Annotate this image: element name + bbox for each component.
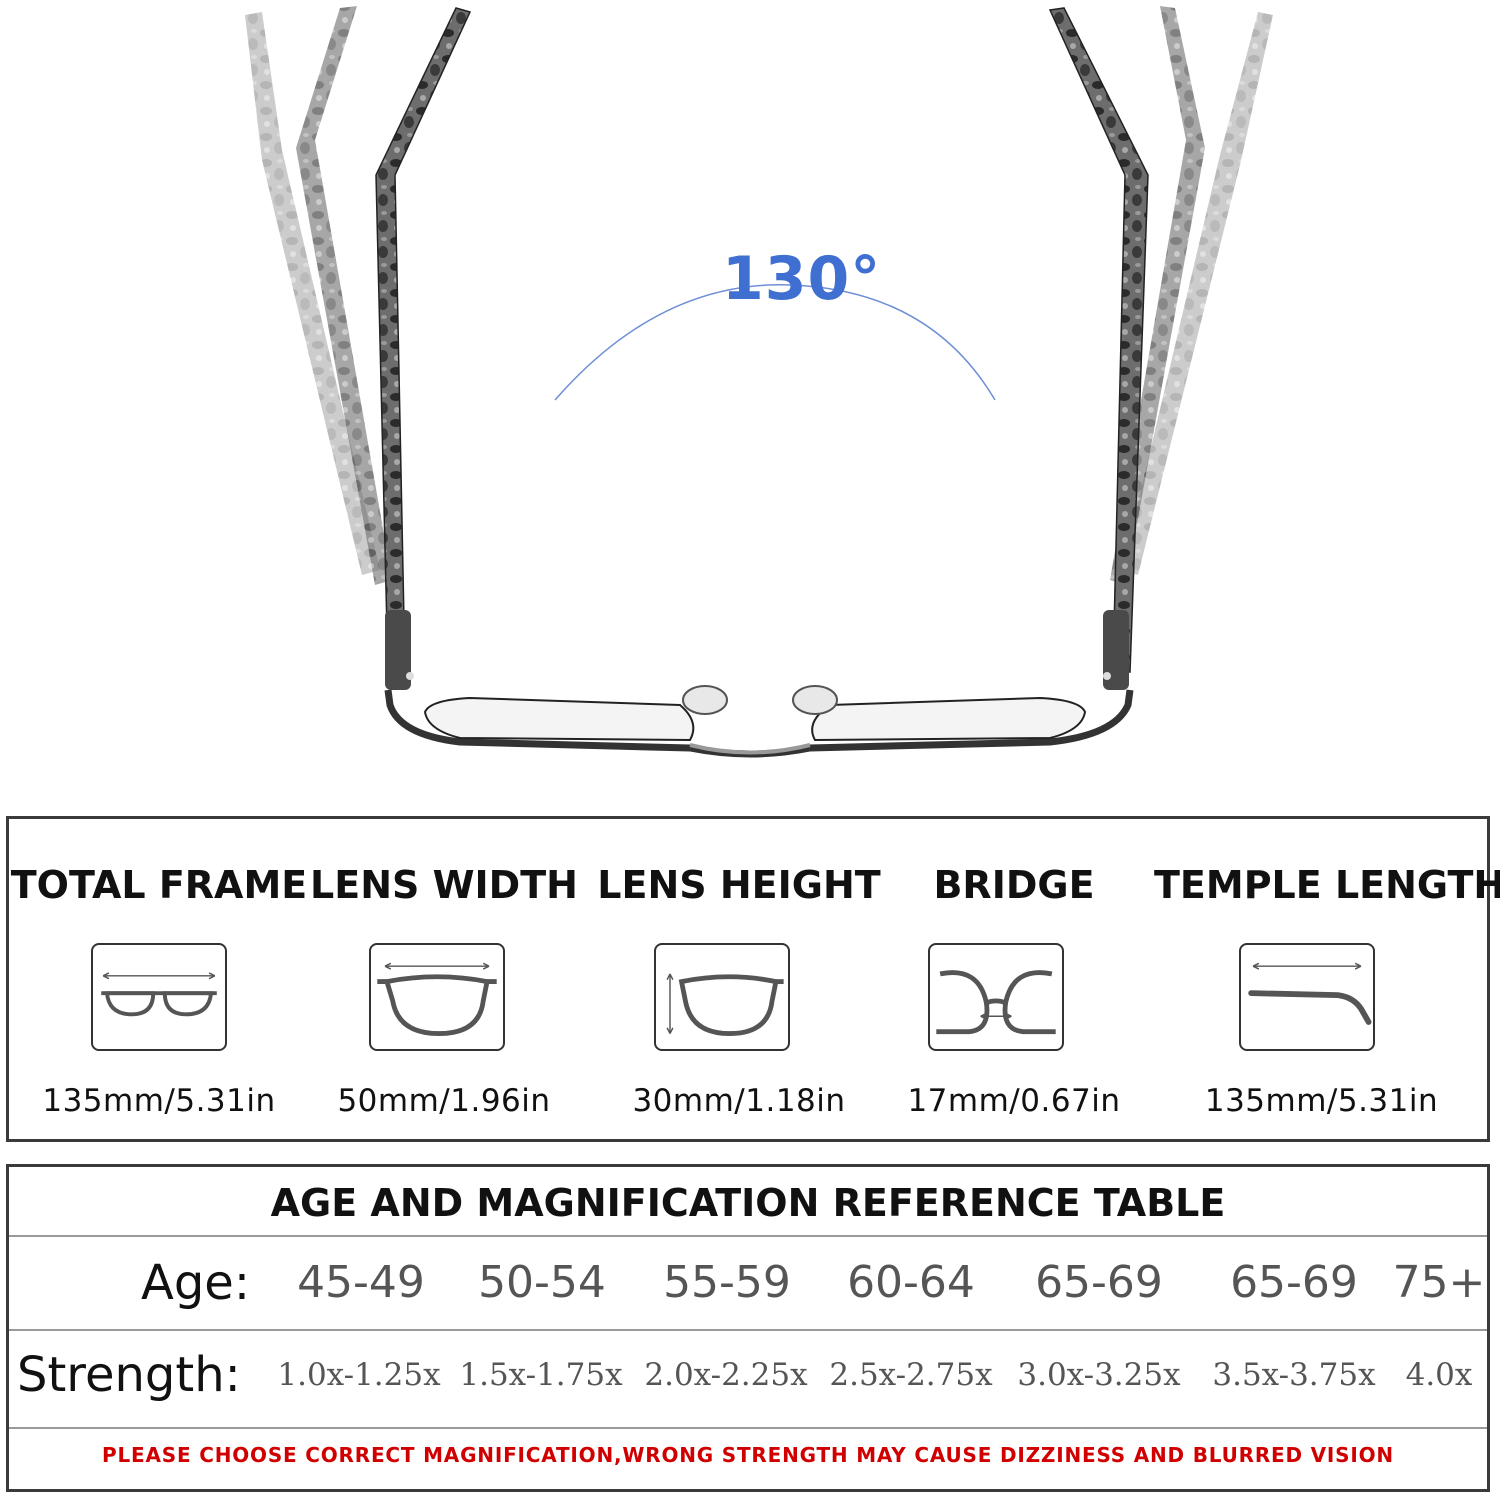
table-divider (9, 1329, 1487, 1331)
age-cell: 65-69 (1035, 1257, 1163, 1308)
age-magnification-table: AGE AND MAGNIFICATION REFERENCE TABLE Ag… (6, 1164, 1490, 1492)
temple-length-icon (1239, 943, 1375, 1051)
age-cell: 60-64 (847, 1257, 975, 1308)
strength-cell: 1.5x-1.75x (459, 1357, 623, 1393)
dimension-lens-height: LENS HEIGHT 30mm/1.18in (594, 819, 884, 1139)
magnification-warning: PLEASE CHOOSE CORRECT MAGNIFICATION,WRON… (102, 1443, 1394, 1467)
strength-cell: 2.0x-2.25x (644, 1357, 808, 1393)
dimension-value: 135mm/5.31in (42, 1083, 276, 1119)
dimension-temple-length: TEMPLE LENGTH 135mm/5.31in (1154, 819, 1500, 1139)
dimension-value: 135mm/5.31in (1204, 1083, 1439, 1119)
glasses-hero-image: 130° (245, 6, 1273, 758)
right-lens (811, 696, 1087, 742)
age-cell: 65-69 (1230, 1257, 1358, 1308)
age-cell: 55-59 (663, 1257, 791, 1308)
age-cell: 45-49 (297, 1257, 425, 1308)
strength-cell: 2.5x-2.75x (829, 1357, 993, 1393)
dimension-total-frame: TOTAL FRAME 135mm/5.31in (9, 819, 309, 1139)
left-temple (375, 7, 472, 673)
age-cell: 50-54 (478, 1257, 606, 1308)
dimension-value: 17mm/0.67in (907, 1083, 1121, 1119)
left-temple-ghost-far (245, 12, 380, 575)
table-divider (9, 1235, 1487, 1237)
lens-height-icon (654, 943, 790, 1051)
angle-label: 130° (722, 244, 882, 314)
dimension-title: TEMPLE LENGTH (1154, 863, 1500, 907)
angle-arc (554, 284, 996, 401)
total-frame-icon (91, 943, 227, 1051)
right-hinge (1103, 610, 1129, 690)
dimension-title: TOTAL FRAME (10, 863, 308, 907)
strength-cell: 3.5x-3.75x (1212, 1357, 1376, 1393)
table-title: AGE AND MAGNIFICATION REFERENCE TABLE (270, 1181, 1226, 1225)
right-temple-ghost-far (1122, 12, 1273, 575)
lens-width-icon (369, 943, 505, 1051)
dimension-title: BRIDGE (933, 863, 1095, 907)
dimension-value: 30mm/1.18in (632, 1083, 846, 1119)
bridge (689, 743, 811, 755)
left-hinge (385, 610, 411, 690)
dimension-lens-width: LENS WIDTH 50mm/1.96in (309, 819, 579, 1139)
age-cell: 75+ (1392, 1257, 1486, 1308)
right-nose-pad (792, 685, 838, 715)
strength-row-label: Strength: (17, 1347, 241, 1403)
left-lens (423, 696, 695, 742)
left-temple-ghost-mid (296, 6, 392, 585)
dimension-value: 50mm/1.96in (337, 1083, 551, 1119)
glasses-illustration (245, 6, 1273, 758)
strength-cell: 4.0x (1405, 1357, 1473, 1393)
table-divider (9, 1427, 1487, 1429)
age-row-label: Age: (141, 1255, 251, 1311)
dimension-title: LENS HEIGHT (597, 863, 881, 907)
bridge-icon (928, 943, 1064, 1051)
strength-cell: 1.0x-1.25x (277, 1357, 441, 1393)
dimension-bridge: BRIDGE 17mm/0.67in (884, 819, 1144, 1139)
dimension-title: LENS WIDTH (310, 863, 578, 907)
left-nose-pad (682, 685, 728, 715)
strength-cell: 3.0x-3.25x (1017, 1357, 1181, 1393)
right-temple (1048, 7, 1149, 673)
dimensions-panel: TOTAL FRAME 135mm/5.31in LENS WIDTH 50mm… (6, 816, 1500, 1142)
